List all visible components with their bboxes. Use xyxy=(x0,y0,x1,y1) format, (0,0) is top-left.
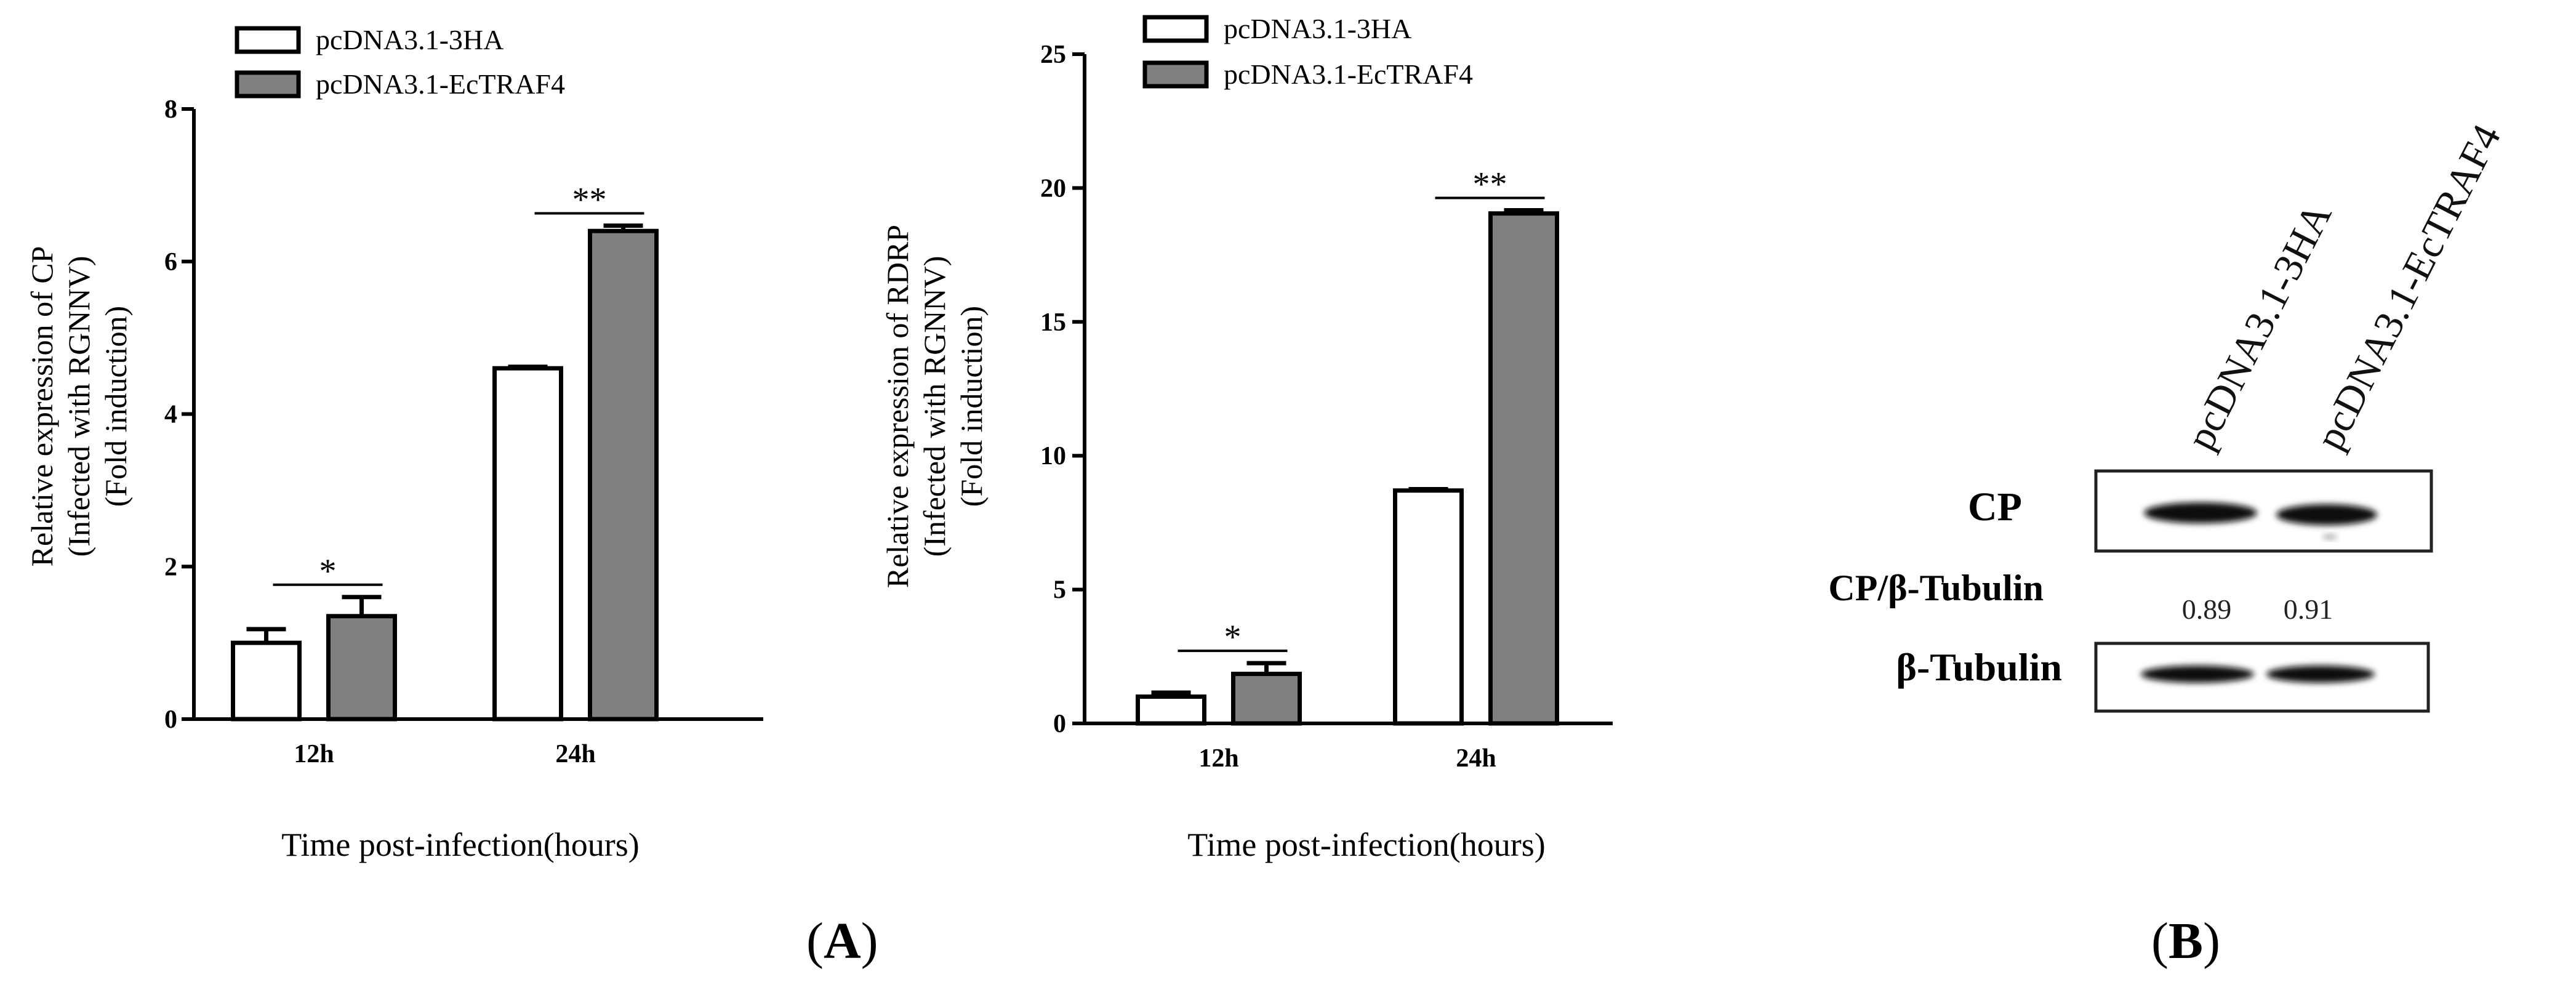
y-tick-label: 15 xyxy=(1040,308,1066,337)
y-axis-label-line: (Infected with RGNNV) xyxy=(917,256,952,557)
panel-b-close: ) xyxy=(2203,912,2220,970)
panel-label-a: (A) xyxy=(806,911,878,971)
bar-pcdna-3ha-12h xyxy=(231,640,302,722)
significance-marker: * xyxy=(1224,618,1242,656)
x-axis-title: Time post-infection(hours) xyxy=(281,826,639,863)
bar-pcdna-ectraf4-24h xyxy=(588,228,659,722)
y-tick-label: 8 xyxy=(164,95,177,124)
bar-pcdna-ectraf4-12h xyxy=(1231,672,1302,726)
bar-pcdna-3ha-24h xyxy=(1393,488,1464,726)
band-cp-lane1 xyxy=(2144,502,2257,523)
y-tick-label: 25 xyxy=(1040,41,1066,69)
legend-swatch xyxy=(235,26,301,54)
bar-pcdna-3ha-12h xyxy=(1136,694,1206,726)
band-tubulin-lane1 xyxy=(2141,666,2254,683)
ratio-value-1: 0.89 xyxy=(2182,594,2232,625)
band-cp-smudge xyxy=(2322,535,2337,539)
panel-b-letter: B xyxy=(2168,912,2204,970)
panel-label-b: (B) xyxy=(2151,911,2220,971)
y-tick-label: 6 xyxy=(164,248,177,276)
legend-label: pcDNA3.1-EcTRAF4 xyxy=(1224,58,1473,90)
legend-label: pcDNA3.1-3HA xyxy=(316,24,504,55)
row-label-cp: CP xyxy=(1968,485,2022,529)
western-blot: pcDNA3.1-3HA pcDNA3.1-EcTRAF4 CP CP/β-Tu… xyxy=(1828,118,2510,713)
panel-a-close: ) xyxy=(861,912,878,970)
legend-label: pcDNA3.1-3HA xyxy=(1224,13,1411,44)
row-label-ratio: CP/β-Tubulin xyxy=(1828,568,2044,608)
x-tick-label: 24h xyxy=(555,740,595,768)
ratio-value-2: 0.91 xyxy=(2284,594,2333,625)
x-tick-label: 12h xyxy=(1198,744,1238,773)
legend-swatch xyxy=(1142,60,1209,89)
y-axis-label-line: (Infected with RGNNV) xyxy=(62,256,96,557)
y-axis-label-line: (Fold induction) xyxy=(98,306,133,507)
bar-pcdna-ectraf4-12h xyxy=(326,614,397,722)
y-tick-label: 20 xyxy=(1040,174,1066,203)
x-tick-label: 12h xyxy=(294,740,334,768)
y-tick-label: 0 xyxy=(164,706,177,734)
significance-marker: * xyxy=(319,552,337,590)
chart-cp-expression: 0 2 4 6 8 Relative expression of CP (Infected … xyxy=(25,24,763,863)
bar-pcdna-3ha-24h xyxy=(492,366,563,722)
legend-swatch xyxy=(1142,15,1209,43)
y-tick-label: 2 xyxy=(164,553,177,581)
x-tick-label: 24h xyxy=(1456,744,1496,773)
band-tubulin-lane2 xyxy=(2266,666,2375,683)
y-tick-label: 10 xyxy=(1040,442,1066,470)
chart-rdrp-expression: 0 5 10 15 20 25 Relative expression of RDRP (In… xyxy=(880,13,1613,863)
panel-a-open: ( xyxy=(806,912,824,970)
y-axis-label-line: (Fold induction) xyxy=(954,306,989,507)
y-tick-label: 5 xyxy=(1053,576,1066,605)
legend-label: pcDNA3.1-EcTRAF4 xyxy=(316,68,565,100)
bar-pcdna-ectraf4-24h xyxy=(1488,211,1559,726)
band-cp-lane2 xyxy=(2276,504,2377,525)
x-axis-title: Time post-infection(hours) xyxy=(1187,826,1545,863)
y-tick-label: 0 xyxy=(1053,710,1066,738)
significance-marker: ** xyxy=(572,181,607,219)
legend-swatch xyxy=(235,70,301,99)
y-axis-label-line: Relative expression of RDRP xyxy=(880,225,915,588)
panel-a-letter: A xyxy=(823,912,861,970)
row-label-tubulin: β-Tubulin xyxy=(1896,645,2062,689)
y-tick-label: 4 xyxy=(164,401,177,429)
y-axis-label-line: Relative expression of CP xyxy=(25,246,59,567)
significance-marker: ** xyxy=(1473,165,1507,203)
lane-label-2: pcDNA3.1-EcTRAF4 xyxy=(2307,118,2510,457)
panel-b-open: ( xyxy=(2151,912,2169,970)
